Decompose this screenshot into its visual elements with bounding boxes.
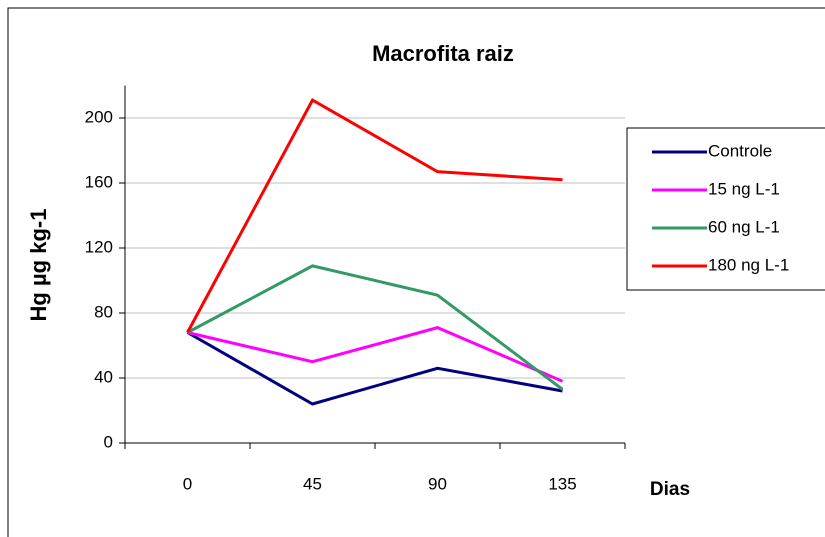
legend-label: 60 ng L-1 [708, 217, 780, 236]
x-axis-label: Dias [650, 479, 690, 500]
y-tick-label: 80 [94, 302, 113, 321]
y-axis-label: Hg µg kg-1 [26, 209, 51, 322]
legend-label: 180 ng L-1 [708, 255, 789, 274]
y-tick-label: 120 [85, 237, 113, 256]
x-tick-label: 135 [548, 474, 576, 493]
series-line [186, 98, 563, 334]
chart-title: Macrofita raiz [372, 41, 514, 66]
x-tick-label: 0 [183, 474, 192, 493]
y-tick-label: 160 [85, 172, 113, 191]
y-tick-label: 200 [85, 107, 113, 126]
x-tick-label: 90 [428, 474, 447, 493]
series-line [186, 331, 563, 406]
x-tick-label: 45 [303, 474, 322, 493]
legend-label: 15 ng L-1 [708, 179, 780, 198]
y-tick-label: 40 [94, 367, 113, 386]
series-line [187, 326, 564, 383]
legend-box [626, 127, 825, 291]
series-line [186, 264, 564, 391]
y-tick-label: 0 [104, 432, 113, 451]
legend-label: Controle [708, 141, 772, 160]
